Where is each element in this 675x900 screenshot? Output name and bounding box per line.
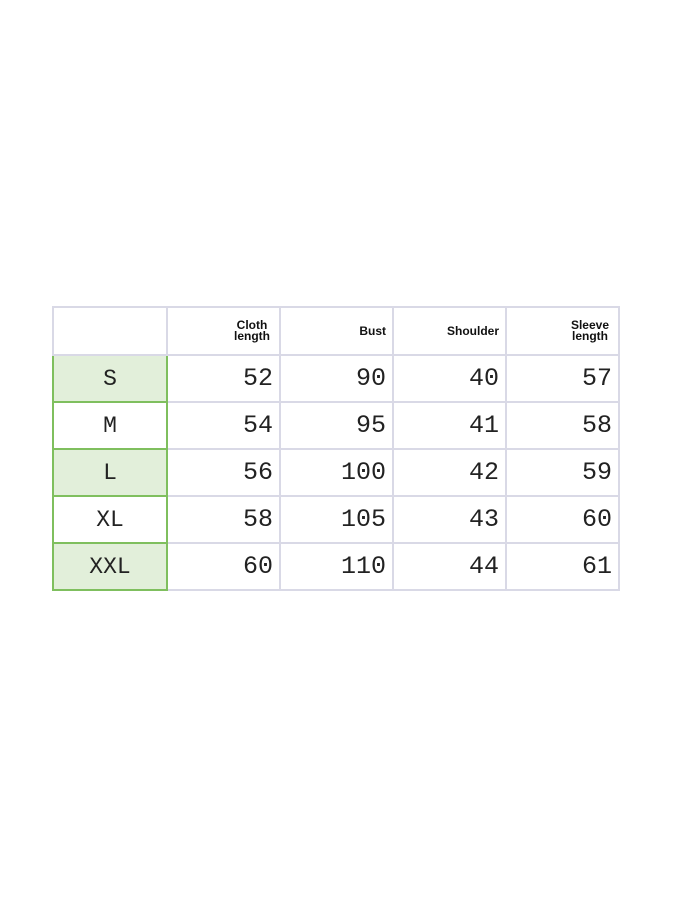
value-cell: 61 bbox=[505, 542, 620, 591]
size-cell: M bbox=[52, 401, 168, 450]
value-cell: 57 bbox=[505, 354, 620, 403]
value-cell: 58 bbox=[505, 401, 620, 450]
size-cell: XL bbox=[52, 495, 168, 544]
value-cell: 95 bbox=[279, 401, 394, 450]
table-row: S 52 90 40 57 bbox=[52, 354, 620, 403]
value-cell: 105 bbox=[279, 495, 394, 544]
value-cell: 41 bbox=[392, 401, 507, 450]
value-cell: 90 bbox=[279, 354, 394, 403]
size-cell: L bbox=[52, 448, 168, 497]
value-cell: 59 bbox=[505, 448, 620, 497]
table-row: XL 58 105 43 60 bbox=[52, 495, 620, 544]
table-row: XXL 60 110 44 61 bbox=[52, 542, 620, 591]
table-row: L 56 100 42 59 bbox=[52, 448, 620, 497]
value-cell: 100 bbox=[279, 448, 394, 497]
value-cell: 52 bbox=[166, 354, 281, 403]
value-cell: 60 bbox=[505, 495, 620, 544]
size-cell: S bbox=[52, 354, 168, 403]
value-cell: 44 bbox=[392, 542, 507, 591]
header-row: Cloth length Bust Shoulder Sleeve length bbox=[52, 306, 620, 356]
header-label: Sleeve length bbox=[570, 318, 610, 343]
value-cell: 58 bbox=[166, 495, 281, 544]
table-row: M 54 95 41 58 bbox=[52, 401, 620, 450]
value-cell: 40 bbox=[392, 354, 507, 403]
header-label: Cloth length bbox=[234, 318, 270, 343]
header-shoulder: Shoulder bbox=[392, 306, 507, 356]
value-cell: 42 bbox=[392, 448, 507, 497]
header-bust: Bust bbox=[279, 306, 394, 356]
value-cell: 54 bbox=[166, 401, 281, 450]
value-cell: 43 bbox=[392, 495, 507, 544]
header-cell-empty bbox=[52, 306, 168, 356]
value-cell: 60 bbox=[166, 542, 281, 591]
header-cloth-length: Cloth length bbox=[166, 306, 281, 356]
size-cell: XXL bbox=[52, 542, 168, 591]
size-chart-table: Cloth length Bust Shoulder Sleeve length… bbox=[52, 306, 620, 591]
header-sleeve-length: Sleeve length bbox=[505, 306, 620, 356]
value-cell: 110 bbox=[279, 542, 394, 591]
value-cell: 56 bbox=[166, 448, 281, 497]
